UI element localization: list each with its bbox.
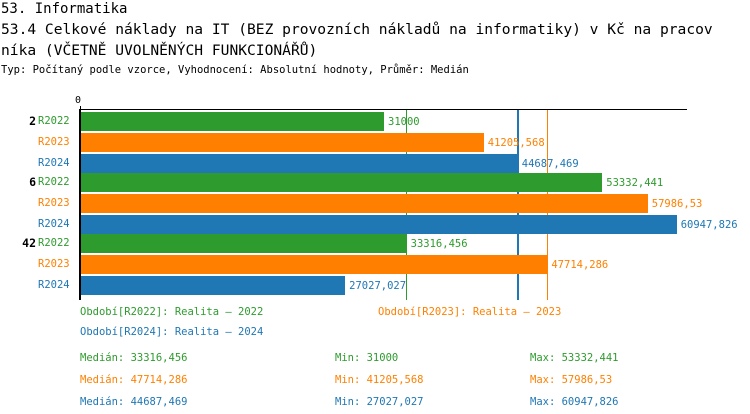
bar-value-label: 53332,441 (606, 177, 664, 189)
x-axis-origin-label: 0 (75, 95, 82, 106)
stat-min: Min: 31000 (335, 352, 399, 364)
legend-entry[interactable]: Období[R2022]: Realita – 2022 (80, 306, 264, 318)
bar-value-label: 27027,027 (349, 280, 407, 292)
bar-chart-plot-area: 0 2 R2022 31000 R2023 41205,568 R2024 44687,46… (0, 95, 750, 300)
stat-min: Min: 41205,568 (335, 374, 424, 386)
bar-value-label: 44687,469 (521, 158, 579, 170)
x-axis-line (80, 109, 687, 111)
bar[interactable] (81, 234, 407, 253)
series-label-r2024: R2024 (38, 218, 70, 230)
series-label-r2023: R2023 (38, 258, 70, 270)
series-label-r2022: R2022 (38, 176, 70, 188)
chart-title-line-2: níka (VČETNĚ UVOLNĚNÝCH FUNKCIONÁŘŮ) (1, 42, 318, 59)
stat-median: Medián: 47714,286 (80, 374, 188, 386)
chart-title-line-1: 53.4 Celkové náklady na IT (BEZ provozní… (1, 21, 713, 38)
stat-max: Max: 60947,826 (530, 396, 619, 408)
bar[interactable] (81, 173, 603, 192)
group-label: 6 (29, 175, 36, 189)
bar[interactable] (81, 133, 484, 152)
series-label-r2022: R2022 (38, 115, 70, 127)
series-label-r2024: R2024 (38, 279, 70, 291)
stat-median: Medián: 44687,469 (80, 396, 188, 408)
legend-entry[interactable]: Období[R2023]: Realita – 2023 (378, 306, 562, 318)
bar-value-label: 41205,568 (487, 137, 545, 149)
bar-value-label: 31000 (388, 116, 420, 128)
chart-legend: Období[R2022]: Realita – 2022 Období[R202… (0, 300, 750, 414)
x-axis-origin-tick (80, 106, 81, 110)
stat-max: Max: 53332,441 (530, 352, 619, 364)
bar-value-label: 33316,456 (410, 238, 468, 250)
group-label: 42 (22, 236, 36, 250)
series-label-r2024: R2024 (38, 157, 70, 169)
series-label-r2022: R2022 (38, 237, 70, 249)
chart-subtitle: Typ: Počítaný podle vzorce, Vyhodnocení:… (1, 64, 469, 76)
bar-value-label: 60947,826 (680, 219, 738, 231)
page-title: 53. Informatika (1, 1, 128, 17)
bar-value-label: 57986,53 (651, 198, 703, 210)
stat-max: Max: 57986,53 (530, 374, 613, 386)
title-block: 53. Informatika 53.4 Celkové náklady na … (0, 0, 750, 61)
bar[interactable] (81, 255, 548, 274)
group-label: 2 (29, 114, 36, 128)
bar[interactable] (81, 154, 518, 173)
series-label-r2023: R2023 (38, 197, 70, 209)
bar[interactable] (81, 194, 648, 213)
stat-min: Min: 27027,027 (335, 396, 424, 408)
bar[interactable] (81, 112, 384, 131)
y-axis-line (79, 109, 81, 300)
bar-value-label: 47714,286 (551, 259, 609, 271)
legend-entry[interactable]: Období[R2024]: Realita – 2024 (80, 326, 264, 338)
bar[interactable] (81, 215, 677, 234)
stat-median: Medián: 33316,456 (80, 352, 188, 364)
bar[interactable] (81, 276, 346, 295)
series-label-r2023: R2023 (38, 136, 70, 148)
